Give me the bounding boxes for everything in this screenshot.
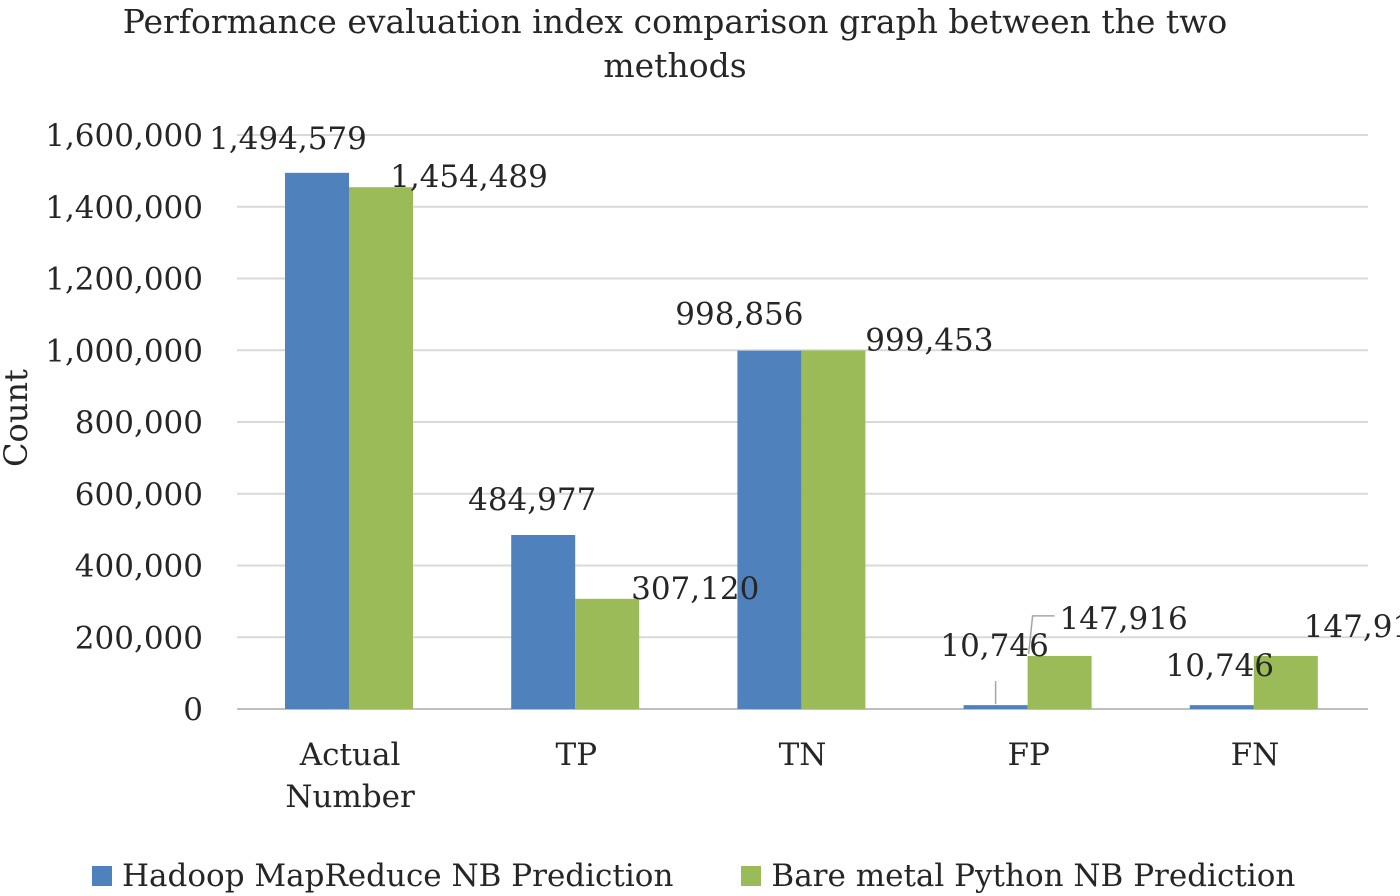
legend-item-python[interactable]: Bare metal Python NB Prediction <box>741 858 1295 894</box>
legend-swatch-python <box>741 866 762 886</box>
y-tick-label: 1,000,000 <box>45 333 203 369</box>
legend-swatch-hadoop <box>92 866 112 886</box>
category-label: TN <box>779 737 827 773</box>
y-tick-label: 600,000 <box>75 477 203 513</box>
data-label: 999,453 <box>865 322 993 358</box>
bar-python-fp[interactable] <box>1027 655 1092 709</box>
data-labels: 1,494,579 484,977 998,856 10,746 10,746 1,454… <box>209 121 1400 684</box>
label-leader-line <box>1027 615 1055 655</box>
legend-label-python: Bare metal Python NB Prediction <box>771 858 1296 894</box>
y-tick-label: 1,400,000 <box>45 190 203 226</box>
y-tick-label: 1,200,000 <box>45 262 203 298</box>
chart-title: Performance evaluation index comparison … <box>122 2 1228 85</box>
y-tick-label: 800,000 <box>75 405 203 441</box>
data-label: 1,494,579 <box>209 121 367 157</box>
bar-hadoop-actual-number[interactable] <box>285 172 349 710</box>
bar-python-actual-number[interactable] <box>349 187 413 709</box>
y-tick-label: 400,000 <box>75 549 203 585</box>
category-labels: Actual Number TP TN FP FN <box>285 737 1279 815</box>
category-label: FP <box>1008 737 1050 773</box>
legend-item-hadoop[interactable]: Hadoop MapReduce NB Prediction <box>92 858 673 894</box>
data-label: 998,856 <box>675 297 803 333</box>
bar-python-fn[interactable] <box>1253 655 1318 709</box>
y-tick-label: 200,000 <box>75 620 203 656</box>
bar-hadoop-fn[interactable] <box>1189 705 1254 709</box>
bar-hadoop-tp[interactable] <box>511 535 576 709</box>
y-tick-labels: 0 200,000 400,000 600,000 800,000 1,000,000 1,… <box>45 118 203 728</box>
data-label: 307,120 <box>631 571 759 607</box>
data-label: 1,454,489 <box>390 159 548 195</box>
callout-lines <box>994 615 1055 705</box>
data-label: 147,916 <box>1304 609 1400 645</box>
legend-label-hadoop: Hadoop MapReduce NB Prediction <box>122 858 674 894</box>
data-label: 147,916 <box>1059 601 1187 637</box>
bar-hadoop-tn[interactable] <box>737 350 802 709</box>
category-label: FN <box>1231 737 1280 773</box>
y-tick-label: 1,600,000 <box>45 118 203 154</box>
bar-python-tp[interactable] <box>575 598 640 709</box>
data-label: 10,746 <box>940 628 1048 664</box>
data-label: 484,977 <box>468 482 596 518</box>
category-label: Actual Number <box>285 737 415 815</box>
bar-hadoop-fp[interactable] <box>963 705 1028 709</box>
y-tick-label: 0 <box>183 692 203 728</box>
category-label: TP <box>556 737 598 773</box>
legend: Hadoop MapReduce NB Prediction Bare meta… <box>92 856 1363 896</box>
data-label: 10,746 <box>1166 648 1274 684</box>
bars <box>285 172 1318 710</box>
bar-python-tn[interactable] <box>801 350 866 709</box>
